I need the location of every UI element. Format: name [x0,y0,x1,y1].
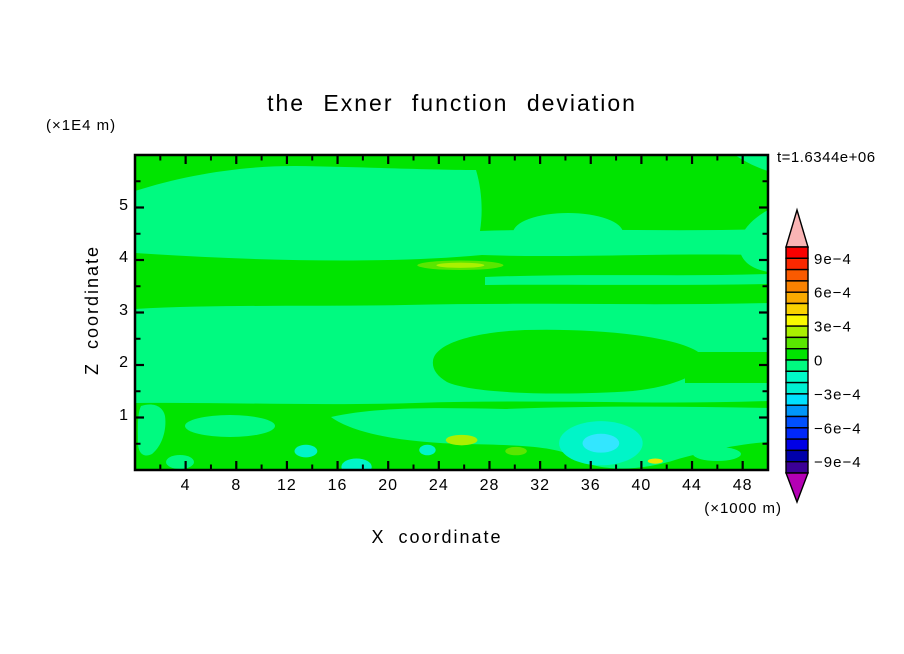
x-tick-label: 8 [231,477,242,494]
contour-region-positive-blob [432,329,703,394]
colorbar-segment [785,291,809,305]
contour-plot [133,153,770,472]
field-speckle-dot [462,352,467,357]
warm-spot-a [445,434,478,446]
colorbar-segment [785,268,809,282]
x-tick-label: 20 [378,477,399,494]
colorbar-segment [785,280,809,293]
colorbar-segment [785,347,809,361]
contour-region-negative-streak [485,274,768,285]
x-tick-label: 48 [732,477,753,494]
x-axis-tick-labels: 4 8 12 16 20 24 28 32 36 40 44 48 [133,477,793,499]
contour-region-negative-oval [513,213,623,253]
x-tick-label: 36 [580,477,601,494]
colorbar-segment [785,325,809,339]
contour-region-negative-right-wedge [739,210,768,272]
field-speckle-dot [557,365,562,370]
y-tick-label: 1 [119,406,128,424]
field-speckle-dot [436,363,441,367]
field-speckle-dot [506,352,511,357]
colorbar-segment [785,302,809,316]
y-tick-label: 4 [119,249,128,266]
colorbar-segment [785,257,809,271]
colorbar-tick-label: 9e−4 [814,251,852,268]
colorbar: 9e−4 6e−4 3e−4 0 −3e−4 −6e−4 −9e−4 [784,207,862,504]
time-annotation: t=1.6344e+06 [777,149,876,166]
cool-spot-mid [419,444,436,456]
contour-region-negative-bottom-band [331,406,768,469]
x-axis-title: X coordinate [371,527,503,547]
x-tick-label: 12 [277,477,297,494]
y-tick-label: 5 [119,196,128,214]
x-tick-label: 4 [180,477,191,494]
y-tick-label: 3 [119,301,128,319]
colorbar-over-arrow [785,207,809,248]
field-speckle-dot [493,360,498,365]
colorbar-segment [785,461,809,474]
colorbar-segment [785,246,809,260]
field-speckles [436,347,562,370]
colorbar-segment [785,438,809,452]
warm-spot-c [647,458,663,464]
warm-streak-core [436,262,485,268]
x-tick-label: 28 [479,477,500,494]
colorbar-segments [785,246,809,474]
x-tick-label: 44 [682,477,702,494]
colorbar-under-arrow [784,472,810,504]
contour-region-negative-bl-patch2 [185,415,275,437]
colorbar-segment [785,370,809,384]
colorbar-segment [785,393,809,406]
contour-region-positive-connector [685,352,768,383]
colorbar-segment [785,415,809,429]
contour-region-negative-bl-patch [137,404,166,456]
colorbar-segment [785,427,809,440]
colorbar-segment [785,359,809,373]
colorbar-segment [785,381,809,395]
contour-region-negative-br-patch [693,447,741,461]
x-tick-label: 16 [327,477,348,494]
colorbar-tick-label: −3e−4 [814,386,862,403]
y-axis-tick-labels: 1 2 3 4 5 [94,153,128,483]
colorbar-segment [785,314,809,327]
contour-region-negative-bl-corner [166,455,194,469]
colorbar-tick-label: 0 [814,353,823,370]
colorbar-labels: 9e−4 6e−4 3e−4 0 −3e−4 −6e−4 −9e−4 [814,251,862,471]
x-tick-label: 40 [631,477,652,494]
x-axis-unit-label: (×1000 m) [704,500,782,517]
warm-spot-b [505,446,527,456]
y-tick-label: 2 [119,354,128,371]
plot-frame [133,153,770,472]
colorbar-tick-label: 3e−4 [814,319,852,336]
y-axis-unit-label: (×1E4 m) [46,117,117,134]
chart-title: the Exner function deviation [267,90,637,116]
field-anomaly-features [294,260,663,470]
colorbar-segment [785,336,809,350]
x-tick-label: 24 [428,477,449,494]
colorbar-tick-label: −9e−4 [814,454,862,471]
colorbar-segment [785,404,809,418]
colorbar-tick-label: −6e−4 [814,420,862,437]
cool-spot-left [294,444,318,458]
field-speckle-dot [525,347,530,352]
colorbar-segment [785,449,809,463]
axis-ticks [135,155,768,470]
colorbar-tick-label: 6e−4 [814,285,852,302]
cool-anomaly-core [582,433,620,453]
x-tick-label: 32 [530,477,550,494]
cool-spot-bottom [341,458,372,470]
